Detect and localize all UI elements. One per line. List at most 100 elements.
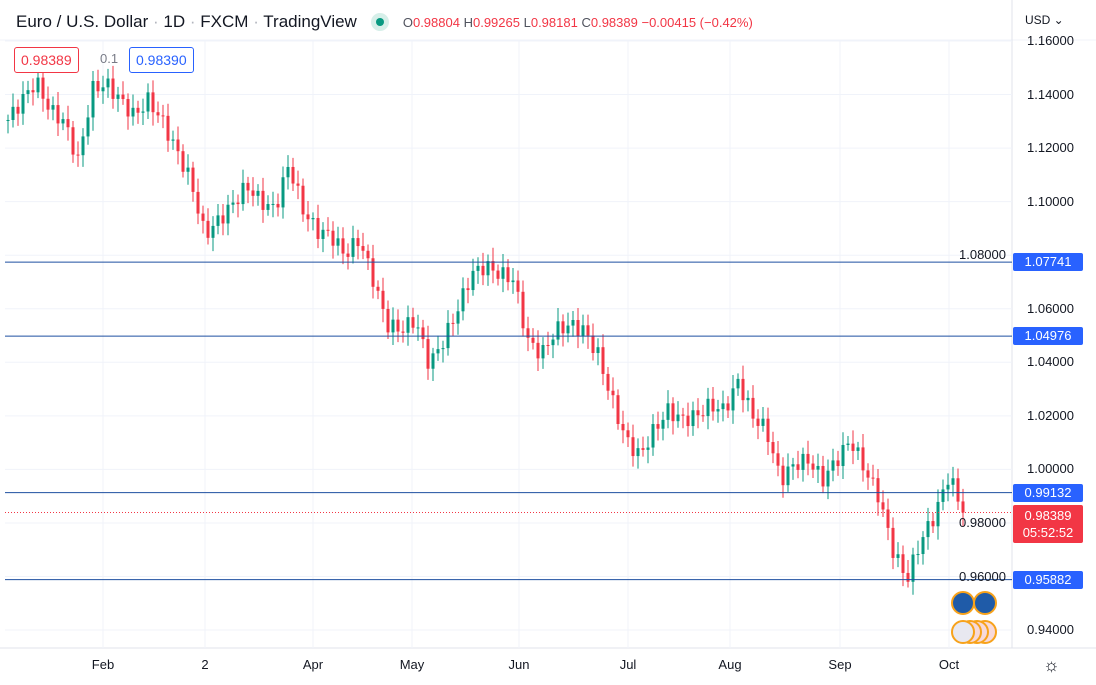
horizontal-line-price-tag[interactable]: 0.95882 <box>1013 570 1083 589</box>
candle-body <box>221 215 225 224</box>
price-tick-label: 0.96000 <box>959 568 1006 584</box>
candle-body <box>101 87 105 92</box>
settings-gear-icon[interactable]: ☼ <box>1043 655 1060 675</box>
candle-body <box>566 325 570 334</box>
candle-body <box>16 106 20 114</box>
candle-body <box>11 106 15 120</box>
candle-body <box>341 238 345 254</box>
candle-body <box>391 319 395 333</box>
candle-body <box>251 190 255 196</box>
candle-body <box>916 554 920 556</box>
candle-body <box>316 217 320 239</box>
candle-body <box>556 321 560 340</box>
candle-body <box>176 139 180 152</box>
candle-body <box>421 327 425 340</box>
horizontal-line-price-tag[interactable]: 1.07741 <box>1013 253 1083 272</box>
horizontal-line-price-tag[interactable]: 0.99132 <box>1013 483 1083 502</box>
candle-body <box>116 94 120 99</box>
candle-body <box>461 288 465 312</box>
candle-body <box>606 373 610 391</box>
candle-body <box>466 288 470 291</box>
candle-body <box>436 349 440 354</box>
candle-body <box>426 339 430 369</box>
candle-body <box>626 430 630 438</box>
candle-body <box>66 119 70 128</box>
candle-body <box>686 415 690 427</box>
candle-body <box>36 77 40 93</box>
candle-body <box>531 337 535 343</box>
candle-body <box>271 203 275 205</box>
candle-body <box>951 478 955 485</box>
candle-body <box>646 447 650 450</box>
candle-body <box>71 127 75 155</box>
price-tick-label: 0.94000 <box>1027 622 1074 638</box>
candle-body <box>761 418 765 426</box>
sell-button[interactable]: 0.98389 <box>14 47 79 73</box>
candle-body <box>876 478 880 503</box>
price-tick-label: 1.04000 <box>1027 354 1074 370</box>
candle-body <box>491 261 495 271</box>
candle-body <box>866 470 870 478</box>
time-tick-label: Aug <box>718 657 742 672</box>
candle-body <box>196 191 200 214</box>
candle-body <box>381 290 385 309</box>
candle-body <box>681 414 685 416</box>
candle-body <box>206 220 210 238</box>
currency-selector[interactable]: USD ⌄ <box>1025 13 1064 27</box>
candle-body <box>786 466 790 486</box>
price-tick-label: 1.12000 <box>1027 140 1074 156</box>
horizontal-line-price-tag[interactable]: 1.04976 <box>1013 327 1083 346</box>
price-tick-label: 1.16000 <box>1027 33 1074 48</box>
candle-body <box>481 265 485 276</box>
candle-body <box>501 267 505 279</box>
candle-body <box>856 447 860 451</box>
candle-body <box>371 258 375 287</box>
candle-body <box>256 190 260 196</box>
candle-body <box>911 554 915 582</box>
candle-body <box>601 347 605 374</box>
candle-body <box>331 230 335 246</box>
candle-body <box>141 111 145 113</box>
candle-body <box>691 410 695 427</box>
candle-body <box>56 105 60 124</box>
candle-body <box>581 325 585 336</box>
candle-body <box>446 322 450 349</box>
candle-body <box>551 339 555 346</box>
candle-body <box>486 261 490 276</box>
candle-body <box>766 418 770 443</box>
candle-body <box>411 317 415 328</box>
candle-body <box>96 80 100 92</box>
candle-body <box>406 317 410 333</box>
candle-body <box>171 139 175 141</box>
candle-body <box>326 229 330 231</box>
candle-body <box>396 319 400 332</box>
price-tick-label: 1.00000 <box>1027 461 1074 477</box>
market-open-icon <box>370 13 389 31</box>
buy-button[interactable]: 0.98390 <box>129 47 194 73</box>
candle-body <box>281 177 285 208</box>
candle-body <box>236 202 240 205</box>
price-tick-label: 1.10000 <box>1027 193 1074 209</box>
candle-body <box>401 331 405 333</box>
candle-body <box>791 464 795 467</box>
candle-body <box>821 465 825 487</box>
candle-body <box>701 415 705 417</box>
candle-body <box>741 378 745 401</box>
header-row: Euro / U.S. Dollar · 1D · FXCM · Trading… <box>16 12 753 32</box>
candle-body <box>51 105 55 110</box>
candle-body <box>431 353 435 369</box>
candle-body <box>26 90 30 94</box>
candle-body <box>261 190 265 210</box>
candle-body <box>311 217 315 220</box>
candle-body <box>216 215 220 226</box>
candle-body <box>181 151 185 172</box>
candle-body <box>906 572 910 582</box>
candle-body <box>476 265 480 271</box>
candle-body <box>721 403 725 410</box>
candle-body <box>21 93 25 114</box>
symbol-title[interactable]: Euro / U.S. Dollar · 1D · FXCM · Trading… <box>16 12 357 31</box>
candle-body <box>291 166 295 184</box>
bar-countdown: 05:52:52 <box>1022 524 1074 540</box>
candle-body <box>46 98 50 110</box>
